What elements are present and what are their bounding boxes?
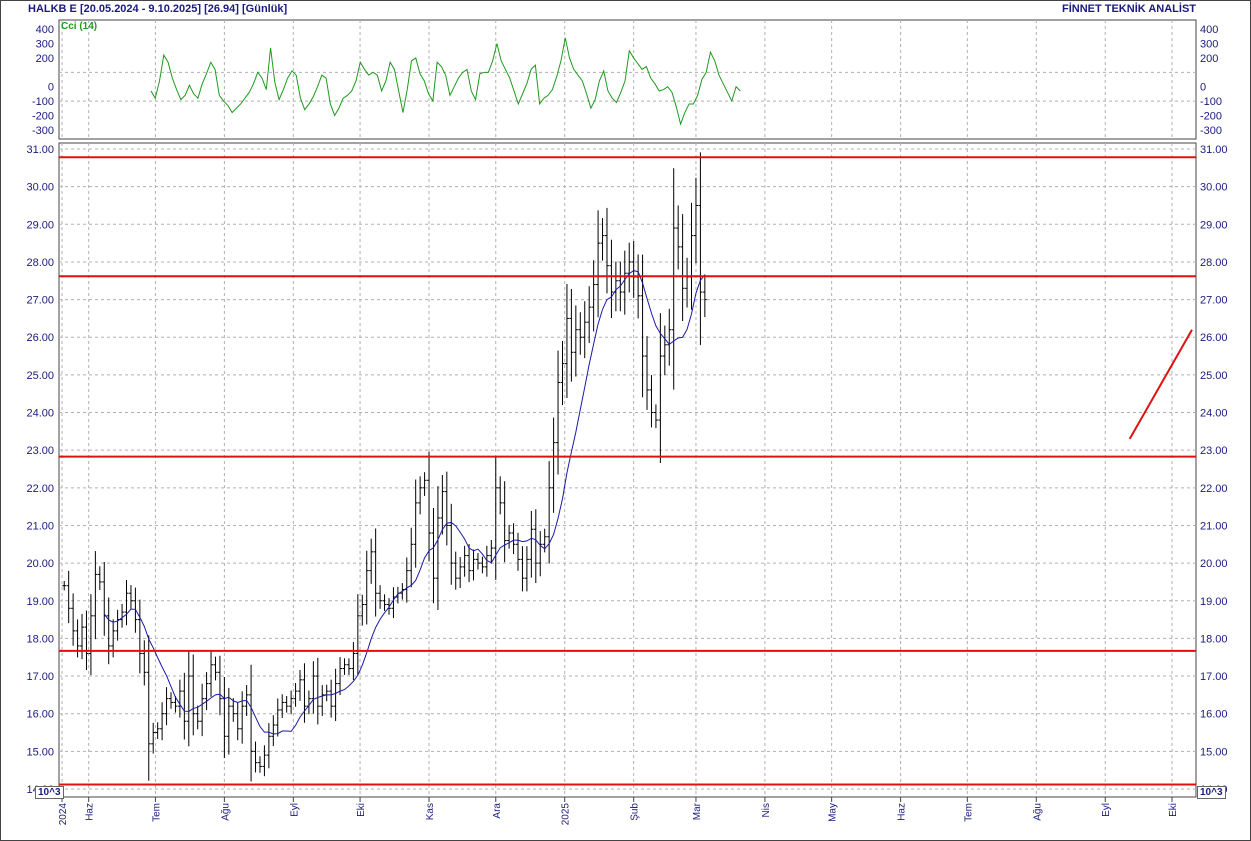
price-tick-label-left: 23.00 <box>26 445 54 457</box>
price-panel-frame <box>58 142 1197 798</box>
price-tick-label-left: 16.00 <box>26 709 54 721</box>
scale-note-right: 10^3 <box>1197 786 1226 799</box>
price-tick-label-right: 24.00 <box>1200 408 1228 420</box>
price-tick-label-left: 31.00 <box>26 144 54 156</box>
cci-tick-label-right: 0 <box>1200 82 1206 94</box>
price-tick-label-right: 21.00 <box>1200 520 1228 532</box>
price-tick-label-left: 27.00 <box>26 295 54 307</box>
price-tick-label-right: 26.00 <box>1200 332 1228 344</box>
date-tick-label: Eki <box>1168 803 1179 817</box>
price-tick-label-right: 29.00 <box>1200 219 1228 231</box>
cci-label: Cci (14) <box>61 21 98 32</box>
date-tick-label: Tem <box>151 803 162 822</box>
moving-average-line <box>103 270 706 735</box>
price-tick-label-left: 20.00 <box>26 558 54 570</box>
date-tick-label: Haz <box>85 803 96 821</box>
date-tick-label: Nis <box>761 803 772 817</box>
cci-tick-label-left: -100 <box>32 96 54 108</box>
date-tick-label: Ara <box>492 803 503 819</box>
price-tick-label-right: 15.00 <box>1200 746 1228 758</box>
price-tick-label-right: 31.00 <box>1200 144 1228 156</box>
price-tick-label-right: 17.00 <box>1200 671 1228 683</box>
price-tick-label-left: 28.00 <box>26 257 54 269</box>
cci-tick-label-left: -300 <box>32 125 54 137</box>
cci-tick-label-left: 200 <box>36 53 54 65</box>
date-tick-label: Ağu <box>220 803 231 821</box>
cci-panel: 400 400 300 300 200 200 0 0 -100 -100 -200 -200 -300… <box>32 19 1222 140</box>
price-tick-label-right: 19.00 <box>1200 596 1228 608</box>
cci-tick-label-left: 300 <box>36 39 54 51</box>
cci-panel-frame <box>58 19 1197 140</box>
cci-tick-label-left: 400 <box>36 24 54 36</box>
support-resistance-lines <box>59 156 1196 786</box>
price-tick-label-left: 19.00 <box>26 596 54 608</box>
price-panel: 31.00 31.00 30.00 30.00 29.00 29.00 28.00 28.00… <box>26 142 1228 825</box>
price-tick-label-left: 21.00 <box>26 520 54 532</box>
price-tick-label-left: 18.00 <box>26 633 54 645</box>
cci-line <box>150 37 741 126</box>
cci-tick-label-right: 200 <box>1200 53 1218 65</box>
date-tick-label: Kas <box>425 803 436 820</box>
date-tick-label: Tem <box>963 803 974 822</box>
price-tick-label-left: 25.00 <box>26 370 54 382</box>
cci-tick-label-right: 400 <box>1200 24 1218 36</box>
cci-grid <box>59 20 1196 139</box>
cci-series <box>150 37 741 126</box>
moving-average <box>103 270 706 735</box>
cci-tick-label-right: 300 <box>1200 39 1218 51</box>
price-tick-label-right: 23.00 <box>1200 445 1228 457</box>
date-tick-label: Haz <box>897 803 908 821</box>
date-tick-label: Eyl <box>1101 803 1112 817</box>
price-tick-label-right: 28.00 <box>1200 257 1228 269</box>
price-tick-label-right: 20.00 <box>1200 558 1228 570</box>
price-tick-label-right: 25.00 <box>1200 370 1228 382</box>
price-tick-label-left: 30.00 <box>26 182 54 194</box>
cci-tick-label-right: -300 <box>1200 125 1222 137</box>
price-tick-label-left: 26.00 <box>26 332 54 344</box>
date-tick-label: 2025 <box>561 803 572 826</box>
cci-tick-label-left: -200 <box>32 110 54 122</box>
price-tick-label-left: 24.00 <box>26 408 54 420</box>
cci-tick-label-right: -200 <box>1200 110 1222 122</box>
date-tick-label: May <box>828 803 839 822</box>
date-tick-label: Eki <box>356 803 367 817</box>
date-tick-label: Şub <box>630 803 641 821</box>
scale-note-left: 10^3 <box>35 786 64 799</box>
cci-y-axis: 400 400 300 300 200 200 0 0 -100 -100 -200 -200 -300… <box>32 24 1222 137</box>
date-tick-label: 2024 <box>58 803 69 826</box>
price-tick-label-right: 27.00 <box>1200 295 1228 307</box>
price-tick-label-left: 15.00 <box>26 746 54 758</box>
price-tick-label-left: 29.00 <box>26 219 54 231</box>
uptrend-line <box>1128 329 1193 440</box>
chart-title: HALKB E [20.05.2024 - 9.10.2025] [26.94]… <box>28 3 288 15</box>
date-tick-label: Mar <box>692 802 703 820</box>
cci-tick-label-right: -100 <box>1200 96 1222 108</box>
cci-tick-label-left: 0 <box>48 82 54 94</box>
price-tick-label-right: 22.00 <box>1200 483 1228 495</box>
price-tick-label-left: 17.00 <box>26 671 54 683</box>
date-tick-label: Ağu <box>1032 803 1043 821</box>
trendline <box>1128 329 1193 440</box>
brand-title: FİNNET TEKNİK ANALİST <box>1061 3 1196 15</box>
date-x-axis: 2024 Haz Tem Ağu Eyl Eki Kas Ara 2025 Şub Mar Nis Ma… <box>58 797 1179 825</box>
date-tick-label: Eyl <box>289 803 300 817</box>
price-tick-label-left: 22.00 <box>26 483 54 495</box>
price-tick-label-right: 16.00 <box>1200 709 1228 721</box>
price-tick-label-right: 30.00 <box>1200 182 1228 194</box>
price-tick-label-right: 18.00 <box>1200 633 1228 645</box>
